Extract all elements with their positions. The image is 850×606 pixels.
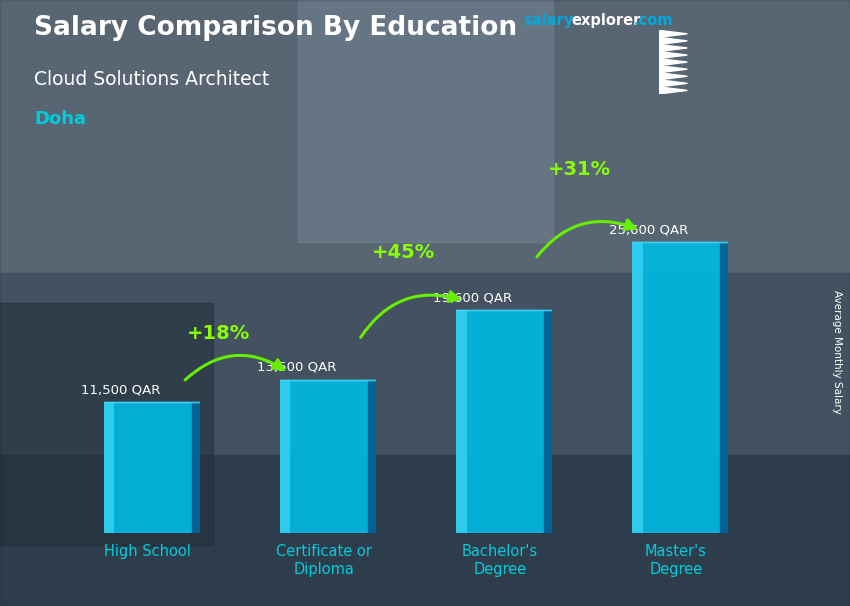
FancyBboxPatch shape (632, 242, 643, 533)
Text: +18%: +18% (187, 324, 250, 343)
FancyBboxPatch shape (456, 310, 544, 533)
Bar (298, 0, 552, 242)
Text: Cloud Solutions Architect: Cloud Solutions Architect (34, 70, 269, 88)
Text: 13,500 QAR: 13,500 QAR (257, 361, 337, 374)
Text: Salary Comparison By Education: Salary Comparison By Education (34, 15, 517, 41)
Text: +31%: +31% (547, 160, 611, 179)
FancyBboxPatch shape (632, 242, 720, 533)
Polygon shape (368, 379, 375, 533)
FancyBboxPatch shape (456, 310, 467, 533)
FancyBboxPatch shape (280, 379, 368, 533)
FancyBboxPatch shape (280, 379, 291, 533)
Text: salary: salary (523, 13, 573, 28)
Text: .com: .com (633, 13, 672, 28)
FancyBboxPatch shape (104, 402, 192, 533)
Polygon shape (720, 242, 727, 533)
Polygon shape (544, 310, 551, 533)
Bar (0, 303, 212, 545)
Text: 11,500 QAR: 11,500 QAR (81, 384, 161, 397)
Text: Average Monthly Salary: Average Monthly Salary (832, 290, 842, 413)
FancyBboxPatch shape (104, 402, 115, 533)
Text: 19,600 QAR: 19,600 QAR (433, 291, 513, 304)
Bar (0, 0, 850, 273)
Bar (0, 454, 850, 606)
Polygon shape (192, 402, 199, 533)
Polygon shape (659, 30, 688, 94)
Text: Doha: Doha (34, 110, 86, 128)
Text: +45%: +45% (371, 243, 434, 262)
Bar (0, 273, 850, 454)
Text: explorer: explorer (571, 13, 641, 28)
Text: 25,600 QAR: 25,600 QAR (609, 223, 688, 236)
